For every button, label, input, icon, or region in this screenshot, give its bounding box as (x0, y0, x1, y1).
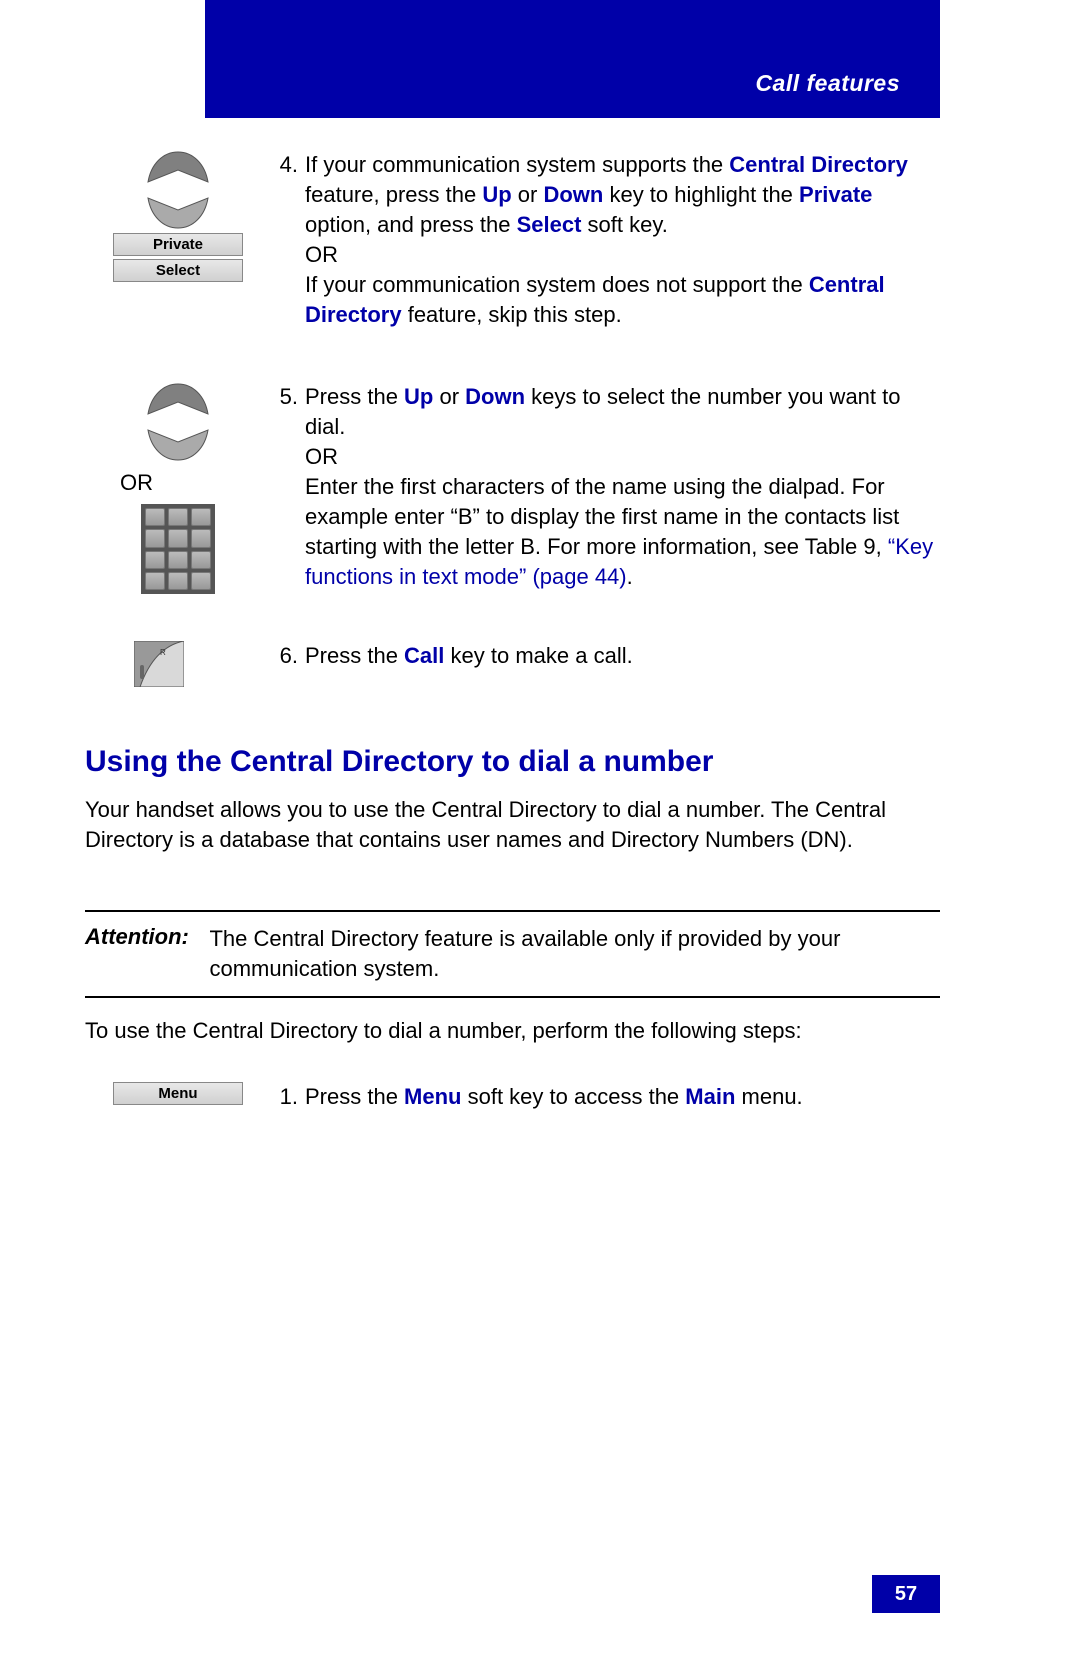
main-menu-label: Main (685, 1084, 735, 1109)
down-arrow-icon (143, 190, 213, 230)
text: If your communication system does not su… (305, 272, 809, 297)
page-number-badge: 57 (872, 1575, 940, 1613)
step-number: 4. (263, 150, 298, 180)
section-intro: Your handset allows you to use the Centr… (85, 795, 940, 855)
up-key-label: Up (404, 384, 433, 409)
attention-label: Attention: (85, 924, 205, 950)
text: soft key. (581, 212, 667, 237)
section-header: Call features (755, 70, 900, 97)
step-number: 1. (263, 1082, 298, 1112)
text: option, and press the (305, 212, 517, 237)
central-directory-link[interactable]: Central Directory (729, 152, 908, 177)
step-6-icons: R (108, 641, 248, 692)
private-softkey: Private (113, 233, 243, 256)
section-title: Using the Central Directory to dial a nu… (85, 744, 940, 780)
text: Press the (305, 384, 404, 409)
text: menu. (735, 1084, 802, 1109)
step-5-icons: OR (108, 382, 248, 594)
text: Press the (305, 643, 404, 668)
private-label: Private (799, 182, 872, 207)
text: or (512, 182, 544, 207)
step-number: 6. (263, 641, 298, 671)
down-key-label: Down (465, 384, 525, 409)
up-arrow-icon (143, 382, 213, 422)
step-5: OR 5. Press the Up or Down keys to selec… (108, 382, 940, 592)
attention-body: The Central Directory feature is availab… (209, 924, 934, 984)
text: Enter the first characters of the name u… (305, 474, 899, 559)
down-key-label: Down (543, 182, 603, 207)
text: feature, press the (305, 182, 482, 207)
select-softkey: Select (113, 259, 243, 282)
text: soft key to access the (462, 1084, 686, 1109)
text: feature, skip this step. (402, 302, 622, 327)
step-5-text: Press the Up or Down keys to select the … (305, 382, 940, 592)
step-4: Private Select 4. If your communication … (108, 150, 940, 330)
lead-in-text: To use the Central Directory to dial a n… (85, 1016, 940, 1046)
step-6-text: Press the Call key to make a call. (305, 641, 940, 671)
manual-page: Call features Private Select 4. If your … (0, 0, 1080, 1669)
cd-step-1: 1. Press the Menu soft key to access the… (108, 1082, 940, 1112)
up-key-label: Up (482, 182, 511, 207)
text: If your communication system supports th… (305, 152, 729, 177)
dialpad-icon (141, 504, 215, 594)
call-key-label: Call (404, 643, 444, 668)
cd-step-1-text: Press the Menu soft key to access the Ma… (305, 1082, 940, 1112)
text: . (627, 564, 633, 589)
step-4-text: If your communication system supports th… (305, 150, 940, 330)
text: Press the (305, 1084, 404, 1109)
down-arrow-icon (143, 422, 213, 462)
or-label: OR (120, 468, 248, 498)
step-number: 5. (263, 382, 298, 412)
or-text: OR (305, 444, 338, 469)
text: key to make a call. (444, 643, 632, 668)
up-arrow-icon (143, 150, 213, 190)
call-key-icon: R (134, 641, 184, 687)
or-text: OR (305, 242, 338, 267)
select-label: Select (517, 212, 582, 237)
header-tab: Call features (205, 0, 940, 118)
text: key to highlight the (603, 182, 799, 207)
svg-text:R: R (160, 648, 166, 657)
step-6: R 6. Press the Call key to make a call. (108, 641, 940, 671)
attention-box: Attention: The Central Directory feature… (85, 910, 940, 998)
text: or (433, 384, 465, 409)
step-4-icons: Private Select (108, 150, 248, 285)
menu-softkey-label: Menu (404, 1084, 461, 1109)
